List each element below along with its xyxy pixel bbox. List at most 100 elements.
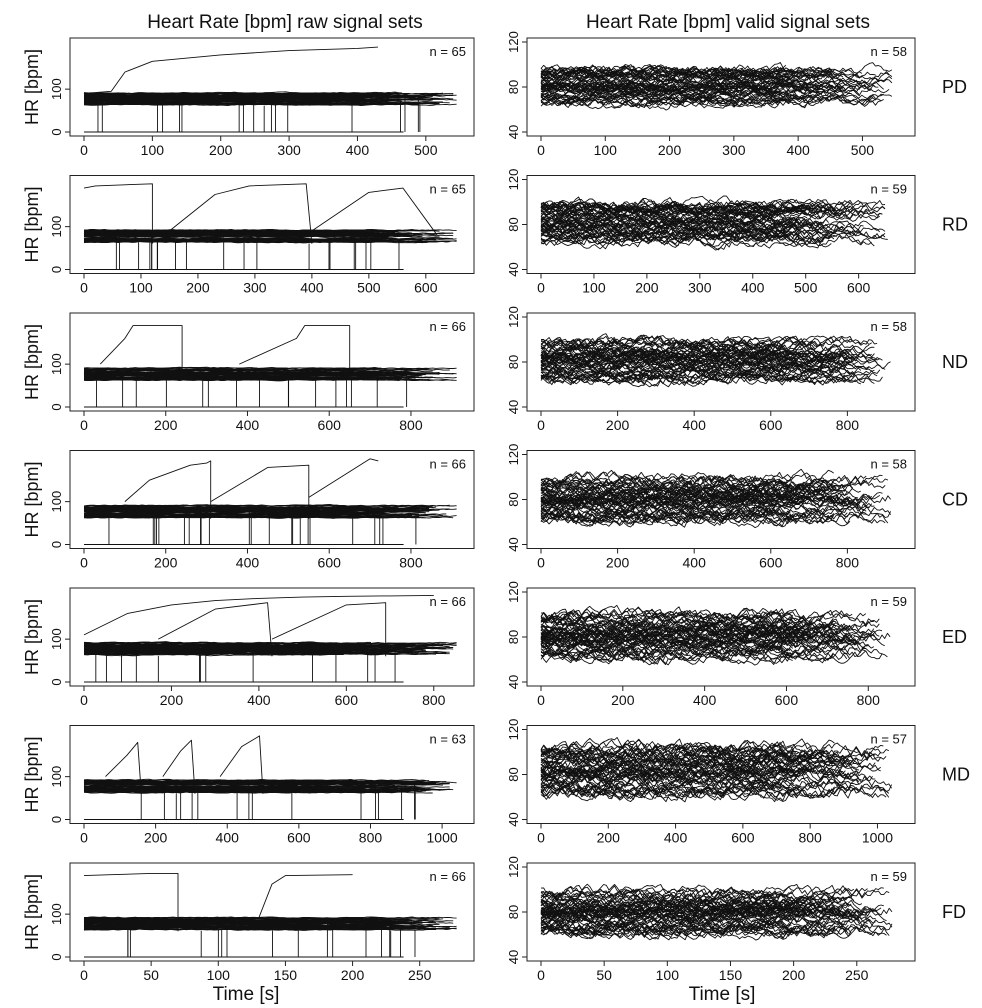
x-tick-label: 200: [606, 417, 630, 433]
group-label: ED: [942, 627, 967, 647]
plot-frame: [70, 451, 474, 549]
x-tick-label: 100: [582, 280, 606, 296]
x-tick-label: 200: [160, 692, 184, 708]
x-tick-label: 0: [80, 967, 88, 983]
y-axis-label: HR [bpm]: [22, 874, 42, 950]
x-tick-label: 400: [693, 692, 717, 708]
x-tick-label: 200: [782, 967, 806, 983]
x-tick-label: 200: [611, 692, 635, 708]
group-label: CD: [942, 490, 968, 510]
x-tick-label: 200: [186, 280, 210, 296]
group-label: FD: [942, 902, 966, 922]
x-tick-label: 500: [357, 280, 381, 296]
x-tick-label: 0: [80, 417, 88, 433]
y-axis-label: HR [bpm]: [22, 186, 42, 262]
y-tick-label: 120: [506, 444, 521, 466]
y-tick-label: 40: [506, 675, 521, 689]
x-tick-label: 400: [236, 555, 260, 571]
x-tick-label: 300: [722, 142, 746, 158]
x-tick-label: 600: [287, 830, 311, 846]
outlier-trace: [312, 188, 437, 235]
x-tick-label: 300: [277, 142, 301, 158]
traces-raw-cd: [84, 459, 457, 545]
x-tick-label: 200: [635, 280, 659, 296]
x-tick-label: 600: [731, 830, 755, 846]
y-tick-label: 100: [49, 353, 64, 375]
group-label: PD: [942, 77, 967, 97]
x-tick-label: 400: [300, 280, 324, 296]
x-tick-label: 200: [154, 555, 178, 571]
x-tick-label: 600: [335, 692, 359, 708]
traces-valid-pd: [541, 63, 892, 111]
x-tick-label: 800: [359, 830, 383, 846]
x-tick-label: 0: [537, 692, 545, 708]
x-tick-label: 400: [236, 417, 260, 433]
plot-frame: [70, 38, 474, 136]
x-tick-label: 400: [664, 830, 688, 846]
y-tick-label: 0: [49, 816, 64, 823]
traces-raw-fd: [84, 873, 457, 957]
y-tick-label: 40: [506, 262, 521, 276]
traces-raw-pd: [84, 47, 457, 132]
panel-raw-pd: 0 100 200 300 400 5000100n = 65HR [bpm]: [22, 38, 474, 158]
x-tick-label: 1000: [427, 830, 458, 846]
y-tick-label: 120: [506, 719, 521, 741]
traces-valid-fd: [541, 884, 892, 940]
n-count-label: n = 59: [870, 869, 907, 884]
traces-raw-rd: [84, 184, 457, 270]
group-label: MD: [942, 765, 970, 785]
panel-valid-fd: 0 50 100 150 200 2504080120 n = 59FD: [506, 856, 966, 983]
x-tick-label: 800: [399, 417, 423, 433]
x-tick-label: 0: [537, 967, 545, 983]
n-count-label: n = 66: [429, 319, 466, 334]
panel-valid-cd: 0 200 400 600 800 40 80 120 n = 58 CD: [506, 444, 968, 571]
x-tick-label: 200: [154, 417, 178, 433]
y-axis-label: HR [bpm]: [22, 49, 42, 125]
panel-raw-md: 0 200 400 600 800 10000100n = 63HR [bpm]: [22, 726, 474, 846]
n-count-label: n = 66: [429, 869, 466, 884]
panel-valid-pd: 0 100 200 300 400 500 40 80 120 n = 58 PD: [506, 31, 967, 158]
x-tick-label: 100: [594, 142, 618, 158]
x-tick-label: 600: [414, 280, 438, 296]
y-tick-label: 80: [506, 767, 521, 781]
x-tick-label: 200: [658, 142, 682, 158]
y-tick-label: 0: [49, 953, 64, 960]
x-tick-label: 50: [596, 967, 612, 983]
y-tick-label: 120: [506, 169, 521, 191]
y-tick-label: 0: [49, 678, 64, 685]
x-tick-label: 600: [318, 555, 342, 571]
y-axis-label: HR [bpm]: [22, 736, 42, 812]
x-tick-label: 400: [346, 142, 370, 158]
y-tick-label: 120: [506, 856, 521, 878]
x-tick-label: 100: [656, 967, 680, 983]
y-axis-label: HR [bpm]: [22, 461, 42, 537]
right-column-title: Heart Rate [bpm] valid signal sets: [586, 12, 870, 33]
right-x-axis-label: Time [s]: [689, 984, 756, 1005]
plot-frame: [70, 313, 474, 411]
y-tick-label: 80: [506, 355, 521, 369]
y-tick-label: 80: [506, 80, 521, 94]
x-tick-label: 400: [741, 280, 765, 296]
y-tick-label: 0: [49, 541, 64, 548]
x-tick-label: 300: [688, 280, 712, 296]
x-tick-label: 400: [247, 692, 271, 708]
x-tick-label: 800: [798, 830, 822, 846]
x-tick-label: 1000: [862, 830, 893, 846]
x-tick-label: 200: [606, 555, 630, 571]
y-tick-label: 100: [49, 216, 64, 238]
traces-valid-ed: [541, 605, 890, 665]
outlier-trace: [84, 595, 434, 635]
traces-raw-md: [84, 736, 457, 820]
x-tick-label: 600: [847, 280, 871, 296]
x-tick-label: 800: [399, 555, 423, 571]
x-tick-label: 0: [537, 555, 545, 571]
x-tick-label: 0: [80, 280, 88, 296]
y-tick-label: 80: [506, 217, 521, 231]
outlier-trace: [309, 459, 379, 498]
traces-valid-md: [541, 737, 892, 802]
x-tick-label: 400: [683, 555, 707, 571]
x-tick-label: 500: [794, 280, 818, 296]
n-count-label: n = 65: [429, 44, 466, 59]
x-tick-label: 200: [597, 830, 621, 846]
